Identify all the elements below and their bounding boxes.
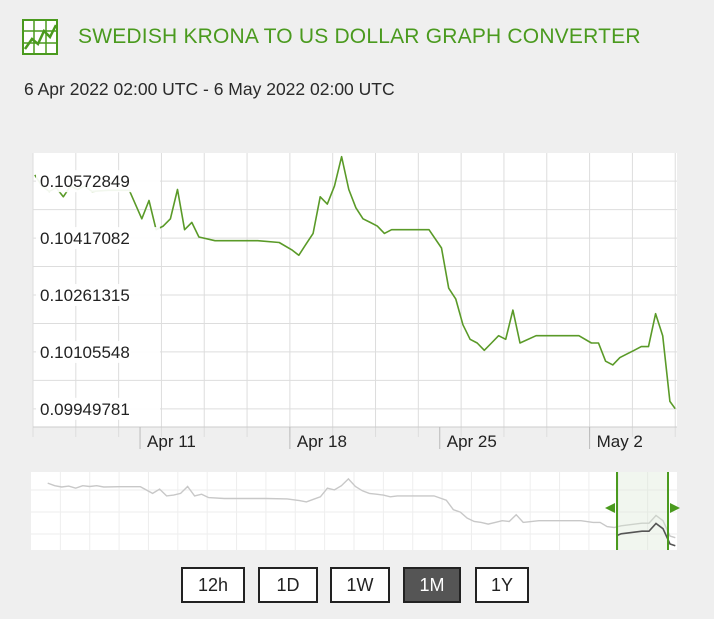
y-tick-label-box [36, 283, 160, 306]
navigator-selected-line [616, 522, 676, 547]
navigator-arrow-right-icon [670, 503, 680, 513]
y-tick-label: 0.10417082 [36, 227, 160, 250]
range-button-1y[interactable]: 1Y [475, 567, 529, 603]
y-tick-label-text: 0.09949781 [40, 400, 130, 419]
navigator-selection [617, 472, 668, 550]
range-button-1m[interactable]: 1M [403, 567, 461, 603]
y-tick-label-box [36, 340, 160, 363]
y-tick-label-text: 0.10261315 [40, 286, 130, 305]
x-tick-label: Apr 25 [447, 432, 497, 451]
range-selector: 12h 1D 1W 1M 1Y [0, 567, 714, 609]
y-tick-label: 0.10261315 [36, 283, 160, 306]
y-tick-label-text: 0.10417082 [40, 229, 130, 248]
date-range-label: 6 Apr 2022 02:00 UTC - 6 May 2022 02:00 … [24, 79, 395, 99]
y-tick-label: 0.10105548 [36, 340, 160, 363]
page-title: SWEDISH KRONA TO US DOLLAR GRAPH CONVERT… [78, 25, 641, 48]
x-tick-label: Apr 18 [297, 432, 347, 451]
series-line [34, 155, 676, 410]
range-button-1w[interactable]: 1W [330, 567, 390, 603]
header: SWEDISH KRONA TO US DOLLAR GRAPH CONVERT… [22, 18, 641, 56]
navigator-chart[interactable] [0, 468, 714, 554]
y-tick-label-text: 0.10105548 [40, 343, 130, 362]
navigator-arrow-left-icon [605, 503, 615, 513]
range-button-12h[interactable]: 12h [181, 567, 245, 603]
range-button-1d[interactable]: 1D [258, 567, 318, 603]
chart-logo-icon [22, 19, 58, 55]
y-tick-label-box [36, 170, 160, 193]
x-tick-label: May 2 [597, 432, 643, 451]
x-tick-label: Apr 11 [147, 432, 196, 451]
y-tick-label-box [36, 227, 160, 250]
y-tick-label-text: 0.10572849 [40, 172, 130, 191]
main-line-chart[interactable]: 0.10572849 0.10417082 0.10261315 0.10105548… [0, 145, 714, 463]
navigator-series-line [47, 477, 676, 539]
y-tick-label-box [36, 397, 160, 420]
y-tick-label: 0.09949781 [36, 397, 160, 420]
y-tick-label: 0.10572849 [36, 170, 160, 193]
